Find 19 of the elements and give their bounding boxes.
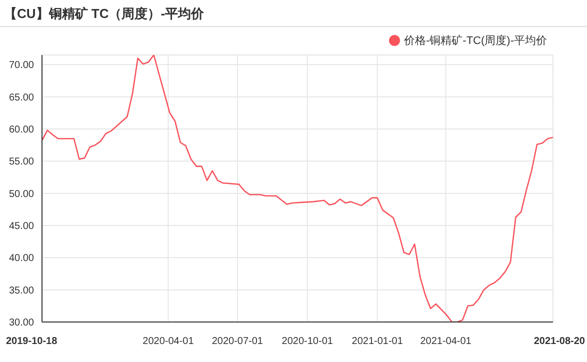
x-tick-label: 2021-08-20 xyxy=(534,336,586,347)
y-tick-label: 65.00 xyxy=(8,92,34,104)
y-tick-label: 30.00 xyxy=(8,318,34,329)
x-tick-label: 2020-10-01 xyxy=(282,336,334,347)
x-tick-label: 2019-10-18 xyxy=(6,336,58,347)
y-tick-label: 55.00 xyxy=(8,156,34,168)
y-tick-label: 60.00 xyxy=(8,124,34,136)
x-tick-label: 2021-04-01 xyxy=(420,336,472,347)
chart-title: 【CU】铜精矿 TC（周度）-平均价 xyxy=(4,5,204,23)
x-tick-label: 2021-01-01 xyxy=(352,336,404,347)
x-tick-label: 2020-07-01 xyxy=(212,336,264,347)
y-tick-label: 50.00 xyxy=(8,188,34,200)
y-tick-label: 45.00 xyxy=(8,221,34,232)
y-tick-label: 40.00 xyxy=(8,253,34,264)
y-tick-label: 35.00 xyxy=(8,285,34,296)
line-series xyxy=(42,55,553,322)
y-tick-label: 70.00 xyxy=(8,60,34,72)
x-tick-label: 2020-04-01 xyxy=(142,336,194,347)
legend-label: 价格-铜精矿-TC(周度)-平均价 xyxy=(403,34,547,48)
